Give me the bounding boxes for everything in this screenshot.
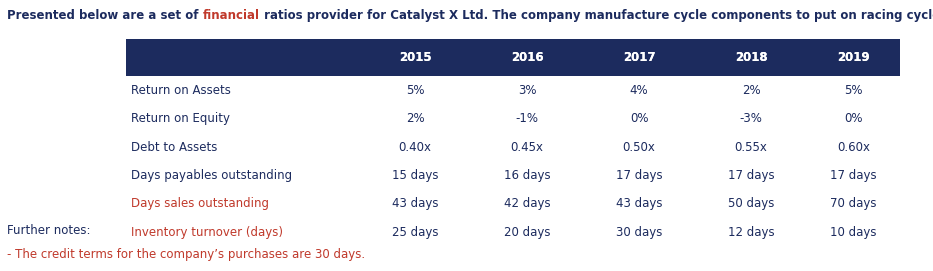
Text: 0.40x: 0.40x [398, 141, 432, 153]
Text: 70 days: 70 days [830, 198, 877, 210]
Text: 2015: 2015 [399, 51, 431, 64]
Text: 2019: 2019 [838, 51, 870, 64]
Text: 5%: 5% [844, 84, 863, 96]
Text: ratios provider for Catalyst X Ltd. The company manufacture cycle components to : ratios provider for Catalyst X Ltd. The … [260, 9, 933, 22]
Text: Further notes:: Further notes: [7, 224, 91, 237]
Text: Presented below are a set of: Presented below are a set of [7, 9, 203, 22]
Text: 2018: 2018 [735, 51, 767, 64]
Text: -3%: -3% [740, 112, 762, 125]
Text: 15 days: 15 days [392, 169, 439, 182]
Text: 2%: 2% [406, 112, 425, 125]
Text: 0.45x: 0.45x [510, 141, 544, 153]
Text: 2019: 2019 [838, 51, 870, 64]
Text: 0.50x: 0.50x [622, 141, 656, 153]
Text: Days payables outstanding: Days payables outstanding [131, 169, 292, 182]
Text: 42 days: 42 days [504, 198, 550, 210]
Text: 43 days: 43 days [392, 198, 439, 210]
Text: 2016: 2016 [511, 51, 543, 64]
Text: Debt to Assets: Debt to Assets [131, 141, 217, 153]
Text: financial: financial [203, 9, 260, 22]
Text: 50 days: 50 days [728, 198, 774, 210]
Text: 5%: 5% [406, 84, 425, 96]
Text: Days sales outstanding: Days sales outstanding [131, 198, 269, 210]
Text: - The credit terms for the company’s purchases are 30 days.: - The credit terms for the company’s pur… [7, 248, 366, 261]
Bar [126, 39, 900, 76]
Text: 17 days: 17 days [830, 169, 877, 182]
Text: 25 days: 25 days [392, 226, 439, 239]
Text: 4%: 4% [630, 84, 648, 96]
Text: 0%: 0% [630, 112, 648, 125]
Text: 17 days: 17 days [728, 169, 774, 182]
Text: 3%: 3% [518, 84, 536, 96]
Text: 2018: 2018 [735, 51, 767, 64]
Text: Return on Assets: Return on Assets [131, 84, 230, 96]
Text: 43 days: 43 days [616, 198, 662, 210]
Text: Inventory turnover (days): Inventory turnover (days) [131, 226, 283, 239]
Text: 12 days: 12 days [728, 226, 774, 239]
Text: 10 days: 10 days [830, 226, 877, 239]
Text: 20 days: 20 days [504, 226, 550, 239]
Text: 2017: 2017 [623, 51, 655, 64]
Text: 30 days: 30 days [616, 226, 662, 239]
Text: -1%: -1% [516, 112, 538, 125]
Text: 16 days: 16 days [504, 169, 550, 182]
Text: 2017: 2017 [623, 51, 655, 64]
Text: 2016: 2016 [511, 51, 543, 64]
Text: 0%: 0% [844, 112, 863, 125]
Text: 0.60x: 0.60x [837, 141, 870, 153]
Text: Return on Equity: Return on Equity [131, 112, 230, 125]
Text: 2015: 2015 [399, 51, 431, 64]
Text: 2%: 2% [742, 84, 760, 96]
Text: 0.55x: 0.55x [734, 141, 768, 153]
Text: 17 days: 17 days [616, 169, 662, 182]
